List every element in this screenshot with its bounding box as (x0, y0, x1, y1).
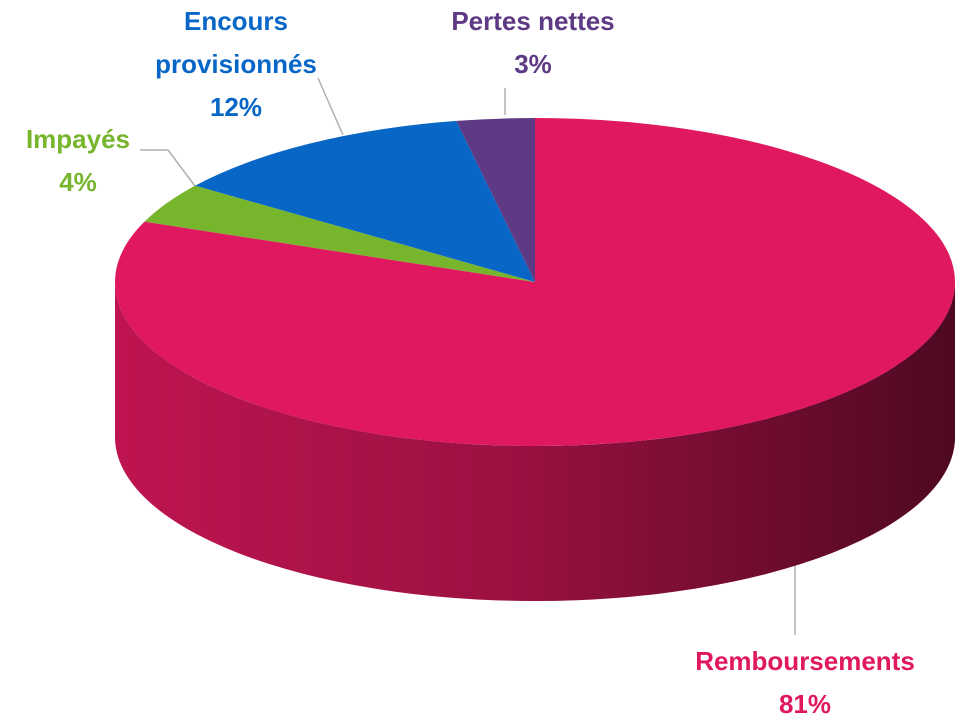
pie-slice (144, 185, 535, 282)
data-label: Encours provisionnés 12% (146, 0, 326, 129)
value-label: 81% (778, 689, 832, 719)
category-label: Pertes nettes (451, 6, 615, 36)
leader-line (317, 77, 344, 136)
category-label: Impayés (25, 124, 131, 154)
category-label: Encours provisionnés (155, 6, 317, 79)
leader-line (140, 149, 199, 191)
value-label: 4% (59, 167, 97, 197)
pie-slice (195, 120, 535, 282)
data-label: Impayés 4% (0, 118, 178, 204)
data-label: Pertes nettes 3% (403, 0, 663, 86)
pie-slice (456, 118, 535, 282)
pie-slice (115, 118, 955, 446)
value-label: 3% (514, 49, 552, 79)
category-label: Remboursements (695, 646, 915, 676)
pie-side-shade (115, 282, 955, 601)
value-label: 12% (209, 92, 263, 122)
leader-lines (140, 77, 796, 635)
data-label: Remboursements 81% (605, 640, 956, 719)
